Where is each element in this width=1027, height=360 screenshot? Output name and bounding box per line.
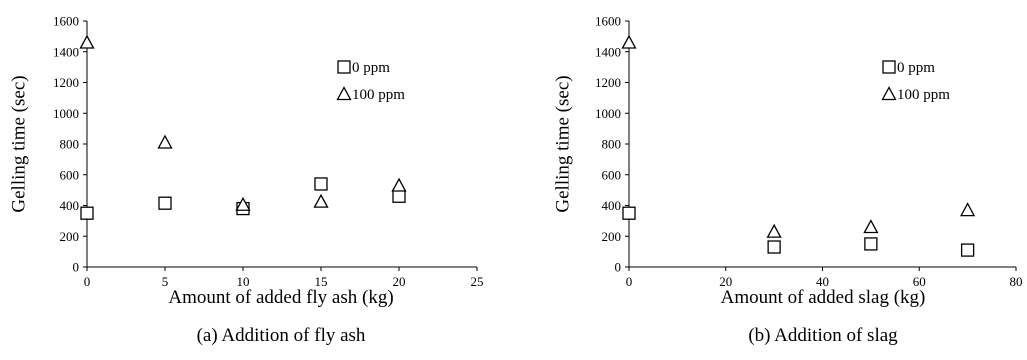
legend-marker-triangle <box>881 86 897 101</box>
y-tick-label: 600 <box>602 167 622 182</box>
y-tick-label: 1000 <box>53 106 79 121</box>
legend-marker-triangle <box>336 86 352 101</box>
chart-panel-slag: 0 200 400 600 800 1000 1200 1400 1600 0 20 40 60 80 Ge… <box>552 14 1022 347</box>
y-tick-label: 200 <box>602 229 622 244</box>
data-point-square <box>314 177 328 191</box>
legend-label: 0 ppm <box>352 60 390 76</box>
chart-panel-fly-ash: 0 200 400 600 800 1000 1200 1400 1600 0 5 10 15 20 25 G… <box>8 14 483 347</box>
x-tick-label: 5 <box>162 274 169 289</box>
x-tick-label: 0 <box>84 274 91 289</box>
x-tick-label: 40 <box>816 274 829 289</box>
x-tick-label: 80 <box>1010 274 1023 289</box>
legend-label: 0 ppm <box>897 60 935 76</box>
data-point-triangle <box>621 34 637 49</box>
data-point-square <box>80 206 94 220</box>
y-tick-label: 0 <box>615 260 622 275</box>
data-point-square <box>960 243 975 257</box>
y-tick-label: 1200 <box>53 75 79 90</box>
x-tick-label: 15 <box>315 274 328 289</box>
y-tick-label: 400 <box>60 198 80 213</box>
y-tick-label: 600 <box>60 167 80 182</box>
panel-caption: (b) Addition of slag <box>748 325 898 346</box>
x-tick-label: 10 <box>237 274 250 289</box>
y-tick-label: 1400 <box>53 44 79 59</box>
legend-label: 100 ppm <box>897 87 950 103</box>
x-axis-label: Amount of added slag (kg) <box>721 287 926 308</box>
data-point-triangle <box>863 219 879 234</box>
data-point-triangle <box>235 196 251 211</box>
data-point-triangle <box>79 34 95 49</box>
y-tick-label: 800 <box>602 137 622 152</box>
y-tick-label: 0 <box>73 260 80 275</box>
y-tick-label: 800 <box>60 137 80 152</box>
y-tick-label: 1600 <box>53 14 79 29</box>
x-tick-label: 25 <box>471 274 484 289</box>
legend-label: 100 ppm <box>352 87 405 103</box>
data-point-square <box>622 206 636 220</box>
data-point-square <box>864 237 878 251</box>
data-point-square <box>392 189 406 203</box>
x-tick-label: 60 <box>913 274 926 289</box>
y-tick-label: 200 <box>60 229 80 244</box>
y-tick-label: 1600 <box>595 14 621 29</box>
legend-marker-square <box>882 60 896 74</box>
data-point-triangle <box>157 134 173 149</box>
data-point-triangle <box>313 193 329 208</box>
y-tick-label: 400 <box>602 198 622 213</box>
data-point-square <box>158 196 172 210</box>
legend-marker-square <box>337 60 351 74</box>
x-tick-label: 20 <box>393 274 406 289</box>
y-tick-label: 1200 <box>595 75 621 90</box>
x-tick-label: 20 <box>719 274 732 289</box>
y-tick-label: 1400 <box>595 44 621 59</box>
data-point-triangle <box>960 202 976 217</box>
x-tick-label: 0 <box>626 274 633 289</box>
x-axis-label: Amount of added fly ash (kg) <box>168 287 393 308</box>
panel-caption: (a) Addition of fly ash <box>197 325 366 346</box>
data-point-triangle <box>766 223 782 238</box>
y-tick-label: 1000 <box>595 106 621 121</box>
y-axis-label: Gelling time (sec) <box>8 75 29 212</box>
data-point-triangle <box>391 177 407 192</box>
data-point-square <box>767 240 781 254</box>
y-axis-label: Gelling time (sec) <box>552 75 573 212</box>
